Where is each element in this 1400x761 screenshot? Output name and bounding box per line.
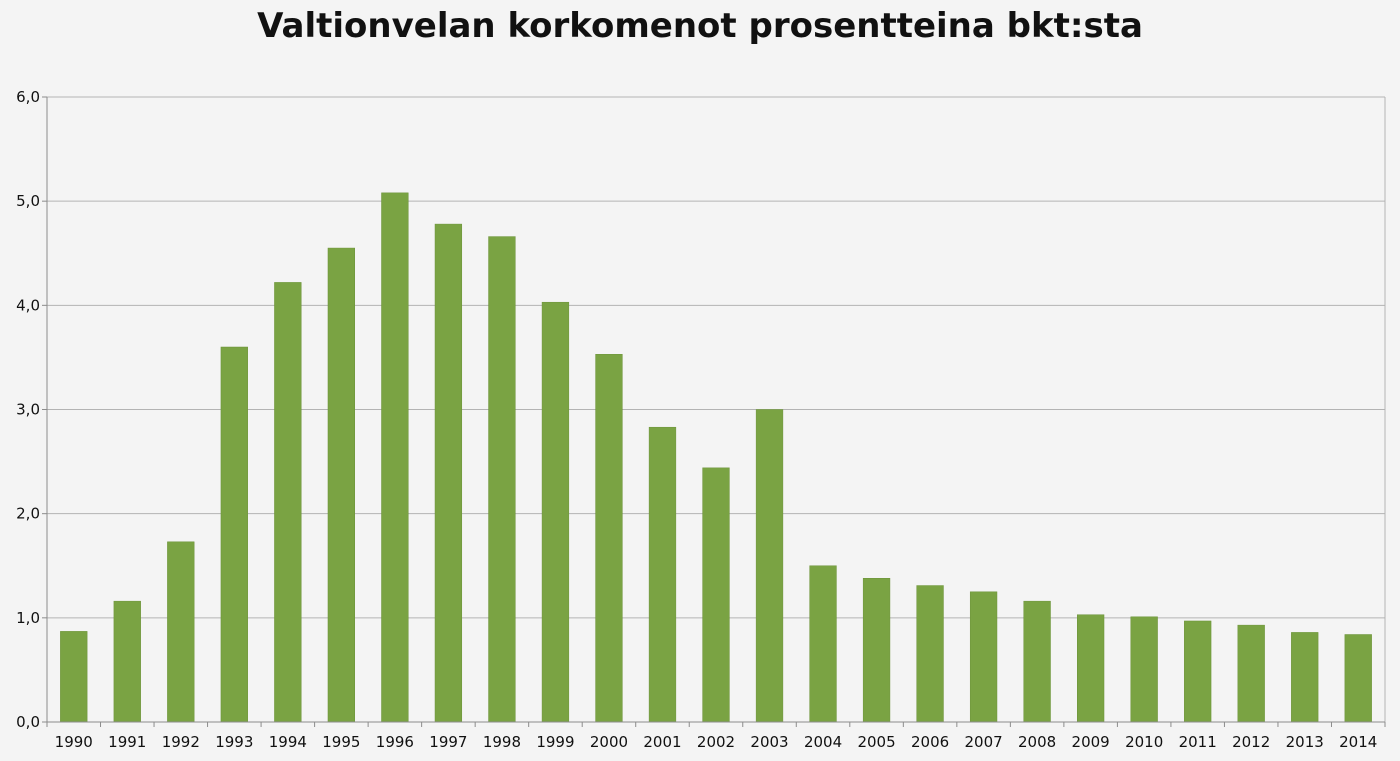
y-tick-label: 4,0 xyxy=(16,296,40,314)
x-tick-label: 1990 xyxy=(55,733,93,751)
y-tick-label: 1,0 xyxy=(16,609,40,627)
x-tick-label: 1999 xyxy=(536,733,574,751)
x-tick-label: 2012 xyxy=(1232,733,1270,751)
x-tick-label: 2006 xyxy=(911,733,949,751)
bar-1994 xyxy=(274,282,302,723)
x-tick-label: 1994 xyxy=(269,733,307,751)
bar-1990 xyxy=(60,631,88,723)
bar-2007 xyxy=(969,591,998,723)
x-tick-label: 1997 xyxy=(429,733,467,751)
bar-2009 xyxy=(1077,614,1105,723)
x-tick-label: 2014 xyxy=(1339,733,1377,751)
x-tick-label: 2007 xyxy=(965,733,1003,751)
x-tick-label: 1993 xyxy=(215,733,253,751)
x-tick-label: 2002 xyxy=(697,733,735,751)
x-tick-label: 2009 xyxy=(1072,733,1110,751)
x-tick-label: 2003 xyxy=(750,733,788,751)
bar-2008 xyxy=(1023,600,1051,723)
bar-2013 xyxy=(1291,632,1319,723)
x-tick-labels: 1990 1991 1992 1993 1994 1995 1996 1997 1998 1999… xyxy=(55,733,1378,751)
bar-2005 xyxy=(862,578,891,723)
bar-2010 xyxy=(1130,616,1158,723)
bar-1992 xyxy=(167,541,195,723)
bar-2000 xyxy=(595,354,623,723)
x-tick-label: 2010 xyxy=(1125,733,1163,751)
x-tick-label: 2001 xyxy=(643,733,681,751)
bar-1991 xyxy=(113,600,141,723)
bar-2002 xyxy=(702,467,730,723)
x-tick-label: 1992 xyxy=(162,733,200,751)
x-tick-label: 2011 xyxy=(1179,733,1217,751)
y-tick-label: 5,0 xyxy=(16,192,40,210)
bar-2006 xyxy=(916,585,944,723)
bar-1995 xyxy=(327,247,355,723)
bar-1993 xyxy=(220,346,248,723)
bar-2011 xyxy=(1184,620,1212,723)
y-tick-label: 6,0 xyxy=(16,88,40,106)
y-tick-labels: 0,0 1,0 2,0 3,0 4,0 5,0 6,0 xyxy=(16,88,40,731)
bar-2003 xyxy=(755,409,784,723)
y-tick-label: 0,0 xyxy=(16,713,40,731)
x-tick-label: 2008 xyxy=(1018,733,1056,751)
x-tick-label: 2005 xyxy=(857,733,895,751)
x-tick-label: 1998 xyxy=(483,733,521,751)
bar-2014 xyxy=(1344,634,1372,723)
axes xyxy=(46,97,1386,723)
chart-title: Valtionvelan korkomenot prosentteina bkt… xyxy=(257,6,1143,46)
bar-2012 xyxy=(1237,624,1265,723)
bar-2001 xyxy=(648,426,677,723)
y-tick-label: 2,0 xyxy=(16,505,40,523)
y-tick-label: 3,0 xyxy=(16,401,40,419)
bar-2004 xyxy=(809,565,837,723)
x-tick-label: 1996 xyxy=(376,733,414,751)
bar-1998 xyxy=(488,236,516,723)
x-tick-label: 2000 xyxy=(590,733,628,751)
x-tick-label: 1995 xyxy=(322,733,360,751)
x-tick-label: 2013 xyxy=(1286,733,1324,751)
x-tick-label: 2004 xyxy=(804,733,842,751)
x-tick-label: 1991 xyxy=(108,733,146,751)
bar-1996 xyxy=(381,192,409,723)
bars xyxy=(60,192,1372,723)
bar-1997 xyxy=(434,223,463,723)
bar-1999 xyxy=(541,301,570,723)
